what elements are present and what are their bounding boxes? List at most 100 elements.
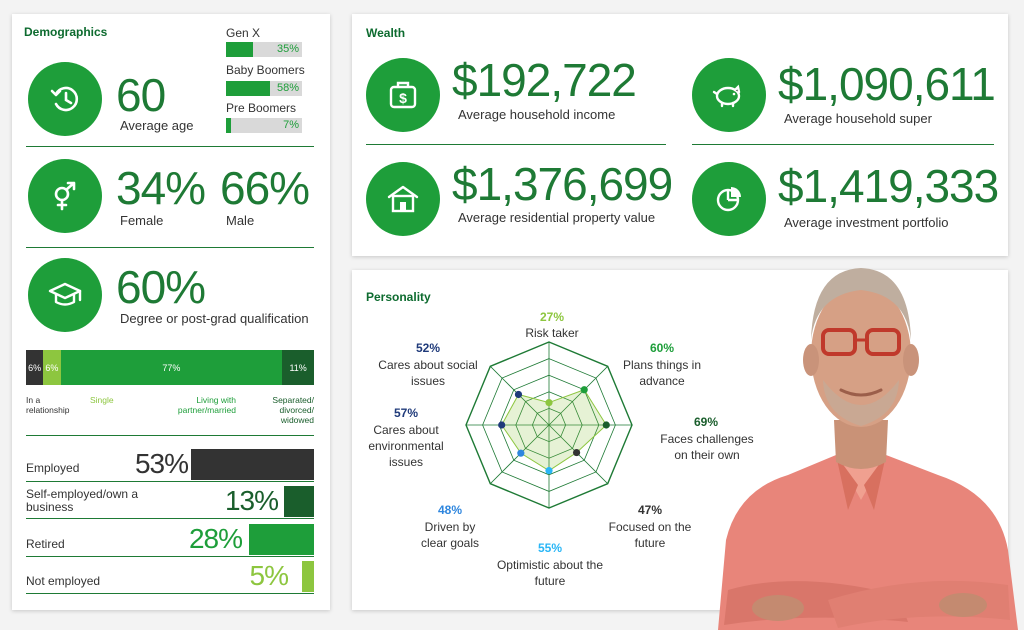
wealth-value-income: $192,722 bbox=[452, 54, 637, 106]
gen-bar-genx: 35% bbox=[226, 42, 302, 57]
trait-pct-driven: 48% bbox=[437, 503, 463, 517]
piggy-bank-icon bbox=[712, 84, 741, 108]
employment-value-not-employed: 5% bbox=[249, 560, 289, 591]
wealth-value-property: $1,376,699 bbox=[452, 158, 673, 210]
gen-bar-preboomers: 7% bbox=[226, 118, 302, 133]
svg-text:$: $ bbox=[399, 90, 407, 106]
trait-label-social: Cares about social issues bbox=[378, 358, 478, 388]
trait-label-risk: Risk taker bbox=[525, 326, 579, 340]
demographics-card: Demographics 60 Average age Gen X 35% Ba… bbox=[12, 14, 330, 610]
divider bbox=[26, 146, 314, 147]
employment-bar-retired bbox=[249, 524, 314, 555]
age-value: 60 bbox=[116, 69, 166, 121]
radar-point bbox=[545, 398, 553, 407]
employment-label-retired: Retired bbox=[26, 537, 65, 551]
employment-label-not-employed: Not employed bbox=[26, 574, 101, 588]
employment-bar-employed bbox=[191, 449, 314, 480]
gen-bar-boomers: 58% bbox=[226, 81, 302, 96]
education-circle bbox=[28, 258, 102, 332]
wealth-value-portfolio: $1,419,333 bbox=[778, 160, 999, 212]
wealth-value-super: $1,090,611 bbox=[778, 58, 996, 110]
radar-spoke bbox=[548, 366, 608, 426]
divider bbox=[26, 593, 314, 594]
divider bbox=[26, 247, 314, 248]
education-value: 60% bbox=[116, 261, 206, 313]
divider bbox=[366, 144, 666, 145]
clock-history-icon bbox=[50, 86, 79, 112]
relationship-label-separated: Separated/ divorced/ widowed bbox=[272, 395, 314, 425]
relationship-bar: 6% 6% 77% 11% bbox=[26, 350, 314, 385]
wealth-caption-portfolio: Average investment portfolio bbox=[784, 215, 949, 230]
portfolio-circle bbox=[692, 162, 766, 236]
radar-point bbox=[514, 390, 523, 399]
divider bbox=[26, 518, 314, 519]
personality-title: Personality bbox=[366, 290, 431, 304]
trait-pct-social: 52% bbox=[415, 341, 441, 355]
employment-value-self-employed: 13% bbox=[224, 485, 279, 516]
male-label: Male bbox=[226, 213, 255, 228]
wealth-caption-income: Average household income bbox=[458, 107, 616, 122]
trait-label-driven: Driven by clear goals bbox=[420, 520, 480, 550]
divider bbox=[26, 481, 314, 482]
graduation-cap-icon bbox=[48, 282, 82, 306]
property-circle bbox=[366, 162, 440, 236]
trait-label-plans: Plans things in advance bbox=[622, 358, 702, 388]
relationship-segment-in-relationship: 6% bbox=[26, 350, 44, 385]
radar-point bbox=[545, 467, 553, 475]
gen-fill-preboomers bbox=[226, 118, 232, 133]
radar-point bbox=[580, 386, 588, 394]
divider bbox=[26, 556, 314, 557]
male-value: 66% bbox=[220, 162, 310, 214]
employment-label-self-employed: Self-employed/own a business bbox=[26, 487, 139, 514]
wealth-card: Wealth $ $192,722 Average household inco… bbox=[352, 14, 1008, 256]
gen-fill-boomers bbox=[226, 81, 271, 96]
age-caption: Average age bbox=[120, 118, 194, 133]
trait-label-faces: Faces challenges on their own bbox=[660, 432, 754, 462]
super-circle bbox=[692, 58, 766, 132]
relationship-label-living: Living with partner/married bbox=[177, 395, 236, 415]
wealth-title: Wealth bbox=[366, 26, 406, 40]
gen-label-genx: Gen X bbox=[226, 26, 261, 40]
trait-pct-optimistic: 55% bbox=[537, 541, 563, 555]
relationship-segment-separated: 11% bbox=[282, 350, 314, 385]
radar-point bbox=[572, 448, 581, 457]
house-icon bbox=[387, 185, 419, 213]
portrait-photo bbox=[718, 268, 1018, 630]
employment-value-retired: 28% bbox=[188, 523, 243, 554]
wealth-caption-property: Average residential property value bbox=[458, 210, 656, 225]
radar-area bbox=[501, 389, 607, 472]
divider bbox=[692, 144, 994, 145]
gen-label-preboomers: Pre Boomers bbox=[226, 101, 297, 115]
demographics-title: Demographics bbox=[24, 25, 108, 39]
radar-point bbox=[602, 421, 610, 429]
trait-pct-faces: 69% bbox=[693, 415, 719, 429]
trait-pct-plans: 60% bbox=[649, 341, 675, 355]
radar-point bbox=[498, 421, 506, 429]
gender-circle bbox=[28, 159, 102, 233]
employment-label-employed: Employed bbox=[26, 461, 80, 475]
radar-chart bbox=[465, 341, 633, 509]
divider bbox=[26, 435, 314, 436]
money-bag-icon: $ bbox=[389, 81, 417, 109]
trait-pct-environment: 57% bbox=[393, 406, 419, 420]
trait-label-environment: Cares about environmental issues bbox=[368, 423, 444, 469]
gen-value-boomers: 58% bbox=[276, 82, 299, 94]
gen-value-preboomers: 7% bbox=[283, 119, 299, 131]
trait-label-focused: Focused on the future bbox=[608, 520, 692, 550]
relationship-label-single: Single bbox=[90, 395, 114, 405]
gen-value-genx: 35% bbox=[276, 43, 299, 55]
employment-value-employed: 53% bbox=[134, 448, 189, 479]
wealth-caption-super: Average household super bbox=[784, 111, 932, 126]
income-circle: $ bbox=[366, 58, 440, 132]
education-caption: Degree or post-grad qualification bbox=[120, 311, 309, 326]
trait-pct-focused: 47% bbox=[637, 503, 663, 517]
female-value: 34% bbox=[116, 162, 206, 214]
employment-bar-self-employed bbox=[283, 486, 314, 517]
trait-pct-risk: 27% bbox=[539, 310, 565, 324]
employment-bar-not-employed bbox=[302, 561, 314, 592]
gen-label-boomers: Baby Boomers bbox=[226, 63, 305, 77]
trait-label-optimistic: Optimistic about the future bbox=[496, 558, 604, 588]
radar-point bbox=[517, 449, 525, 457]
relationship-segment-single: 6% bbox=[43, 350, 61, 385]
relationship-label-in-relationship: In a relationship bbox=[26, 395, 70, 415]
